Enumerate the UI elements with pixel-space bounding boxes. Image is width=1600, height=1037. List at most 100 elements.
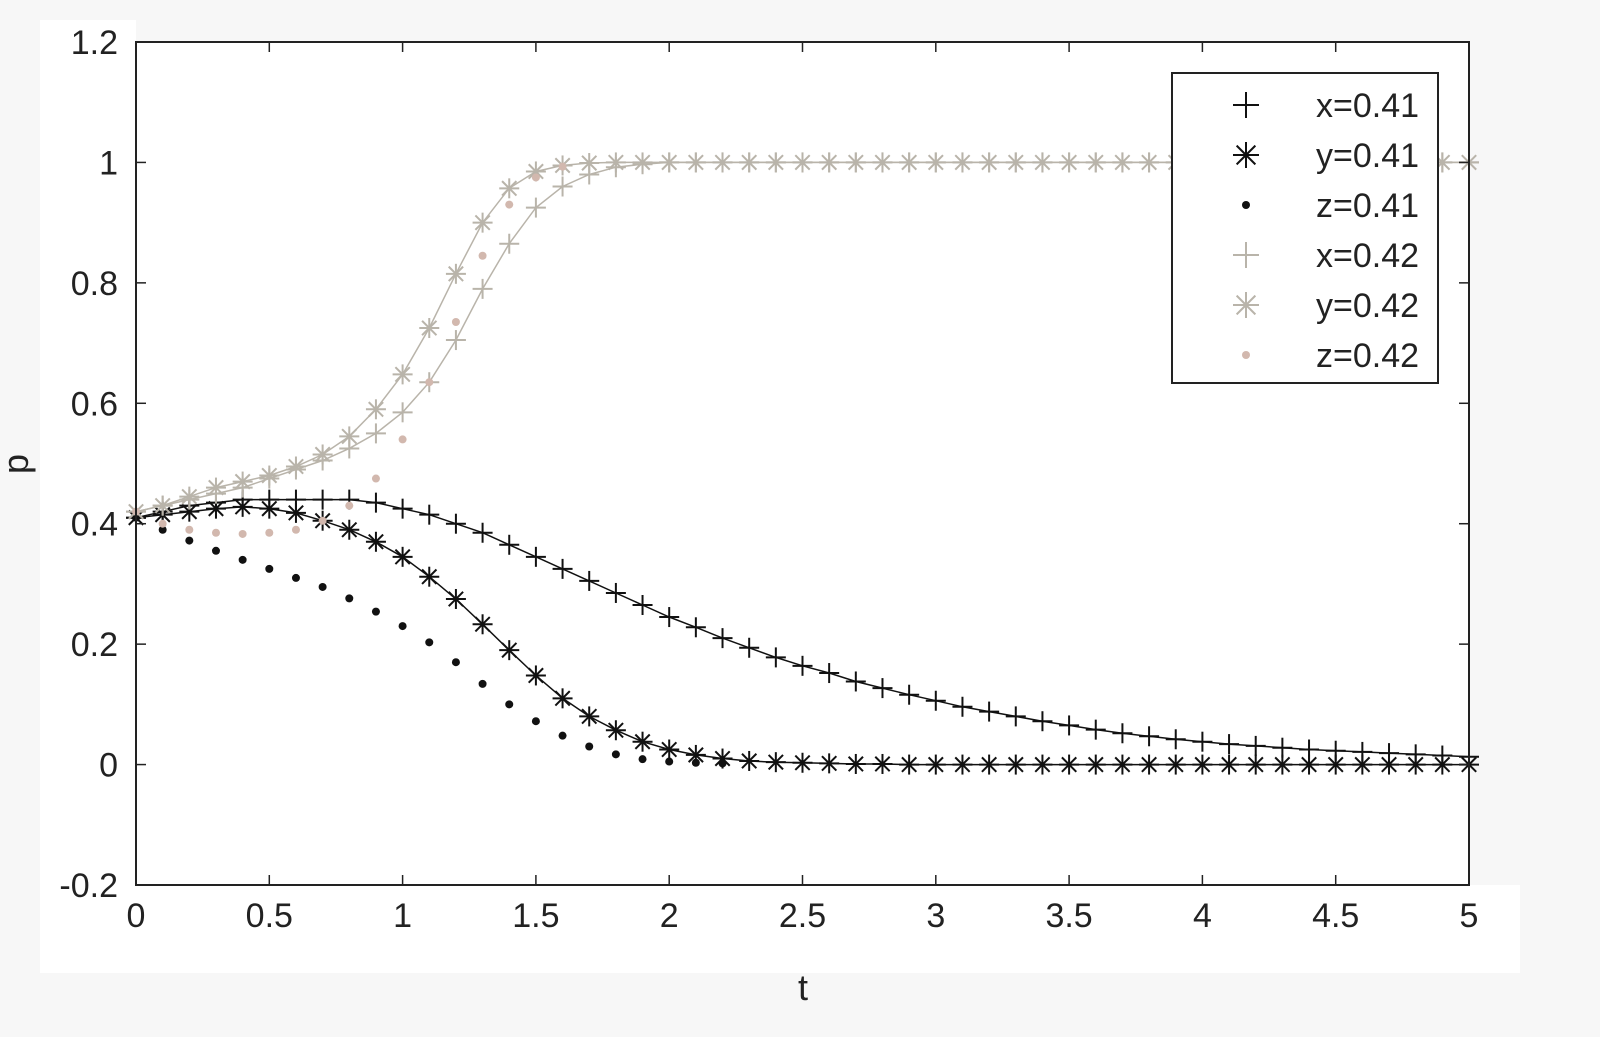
x-tick-label: 0 — [127, 897, 146, 935]
legend-label: y=0.42 — [1316, 287, 1419, 325]
data-point — [525, 665, 546, 686]
legend-label: z=0.42 — [1316, 337, 1419, 375]
data-point — [659, 739, 680, 760]
data-point — [1139, 754, 1160, 775]
data-point — [1005, 706, 1026, 727]
data-point — [445, 263, 466, 284]
data-point — [739, 637, 760, 658]
data-point — [345, 501, 354, 510]
data-point — [899, 754, 920, 775]
data-point — [1059, 754, 1080, 775]
x-tick-label: 1 — [393, 897, 412, 935]
data-point — [499, 178, 520, 199]
data-point — [819, 152, 840, 173]
data-point — [1165, 729, 1186, 750]
data-point — [451, 317, 460, 326]
data-point — [1032, 711, 1053, 732]
x-tick-label: 3 — [926, 897, 945, 935]
data-point — [285, 502, 306, 523]
data-point — [585, 742, 594, 751]
data-point — [1112, 754, 1133, 775]
x-tick-label: 0.5 — [246, 897, 293, 935]
data-point — [1085, 152, 1106, 173]
data-point — [1059, 152, 1080, 173]
data-point — [1085, 754, 1106, 775]
data-point — [392, 402, 413, 423]
data-point — [152, 495, 173, 516]
data-point — [765, 152, 786, 173]
data-point — [552, 558, 573, 579]
data-point — [445, 330, 466, 351]
data-point — [318, 582, 327, 591]
data-point — [205, 498, 226, 519]
data-point — [605, 720, 626, 741]
data-point — [611, 750, 620, 759]
data-point — [712, 152, 733, 173]
x-tick-label: 5 — [1460, 897, 1479, 935]
data-point — [472, 212, 493, 233]
x-axis-label: t — [798, 967, 808, 1008]
data-point — [1405, 754, 1426, 775]
data-point — [419, 566, 440, 587]
data-point — [445, 588, 466, 609]
data-point — [925, 152, 946, 173]
data-point — [365, 492, 386, 513]
data-point — [525, 546, 546, 567]
data-point — [499, 534, 520, 555]
y-tick-label: 0 — [99, 747, 118, 785]
legend-item: y=0.42 — [1233, 287, 1419, 325]
data-point — [712, 748, 733, 769]
data-point — [685, 152, 706, 173]
data-point — [845, 753, 866, 774]
data-point — [318, 516, 327, 525]
data-point — [1379, 754, 1400, 775]
data-point — [259, 498, 280, 519]
data-point — [1325, 754, 1346, 775]
data-point — [392, 498, 413, 519]
data-point — [419, 318, 440, 339]
data-point — [425, 638, 434, 647]
data-point — [1432, 754, 1453, 775]
data-point — [819, 663, 840, 684]
data-point — [238, 529, 247, 538]
data-point — [1032, 152, 1053, 173]
data-point — [211, 546, 220, 555]
data-point — [478, 251, 487, 260]
data-point — [1219, 734, 1240, 755]
data-point — [499, 233, 520, 254]
data-point — [205, 477, 226, 498]
data-point — [685, 617, 706, 638]
data-point — [558, 162, 567, 171]
data-point — [1272, 737, 1293, 758]
left-band — [40, 20, 136, 885]
data-point — [1165, 754, 1186, 775]
legend-marker — [1233, 92, 1259, 118]
data-point — [605, 582, 626, 603]
y-tick-label: 0.2 — [71, 626, 118, 664]
legend-marker — [1233, 142, 1259, 168]
y-tick-label: 0.4 — [71, 506, 118, 544]
data-point — [312, 489, 333, 510]
data-point — [285, 456, 306, 477]
data-point — [579, 153, 600, 174]
legend-item: z=0.42 — [1242, 337, 1419, 375]
data-point — [265, 528, 274, 537]
data-point — [952, 696, 973, 717]
legend-label: z=0.41 — [1316, 187, 1419, 225]
data-point — [665, 757, 674, 766]
data-point — [819, 753, 840, 774]
data-point — [712, 628, 733, 649]
legend-label: y=0.41 — [1316, 137, 1419, 175]
data-point — [531, 717, 540, 726]
data-point — [638, 755, 647, 764]
data-point — [632, 595, 653, 616]
data-point — [451, 658, 460, 667]
data-point — [392, 364, 413, 385]
legend-marker — [1242, 201, 1250, 209]
legend-item: y=0.41 — [1233, 137, 1419, 175]
data-point — [478, 679, 487, 688]
series-z=0.42 — [132, 162, 567, 538]
y-tick-label: 0.6 — [71, 385, 118, 423]
data-point — [398, 435, 407, 444]
data-point — [525, 197, 546, 218]
